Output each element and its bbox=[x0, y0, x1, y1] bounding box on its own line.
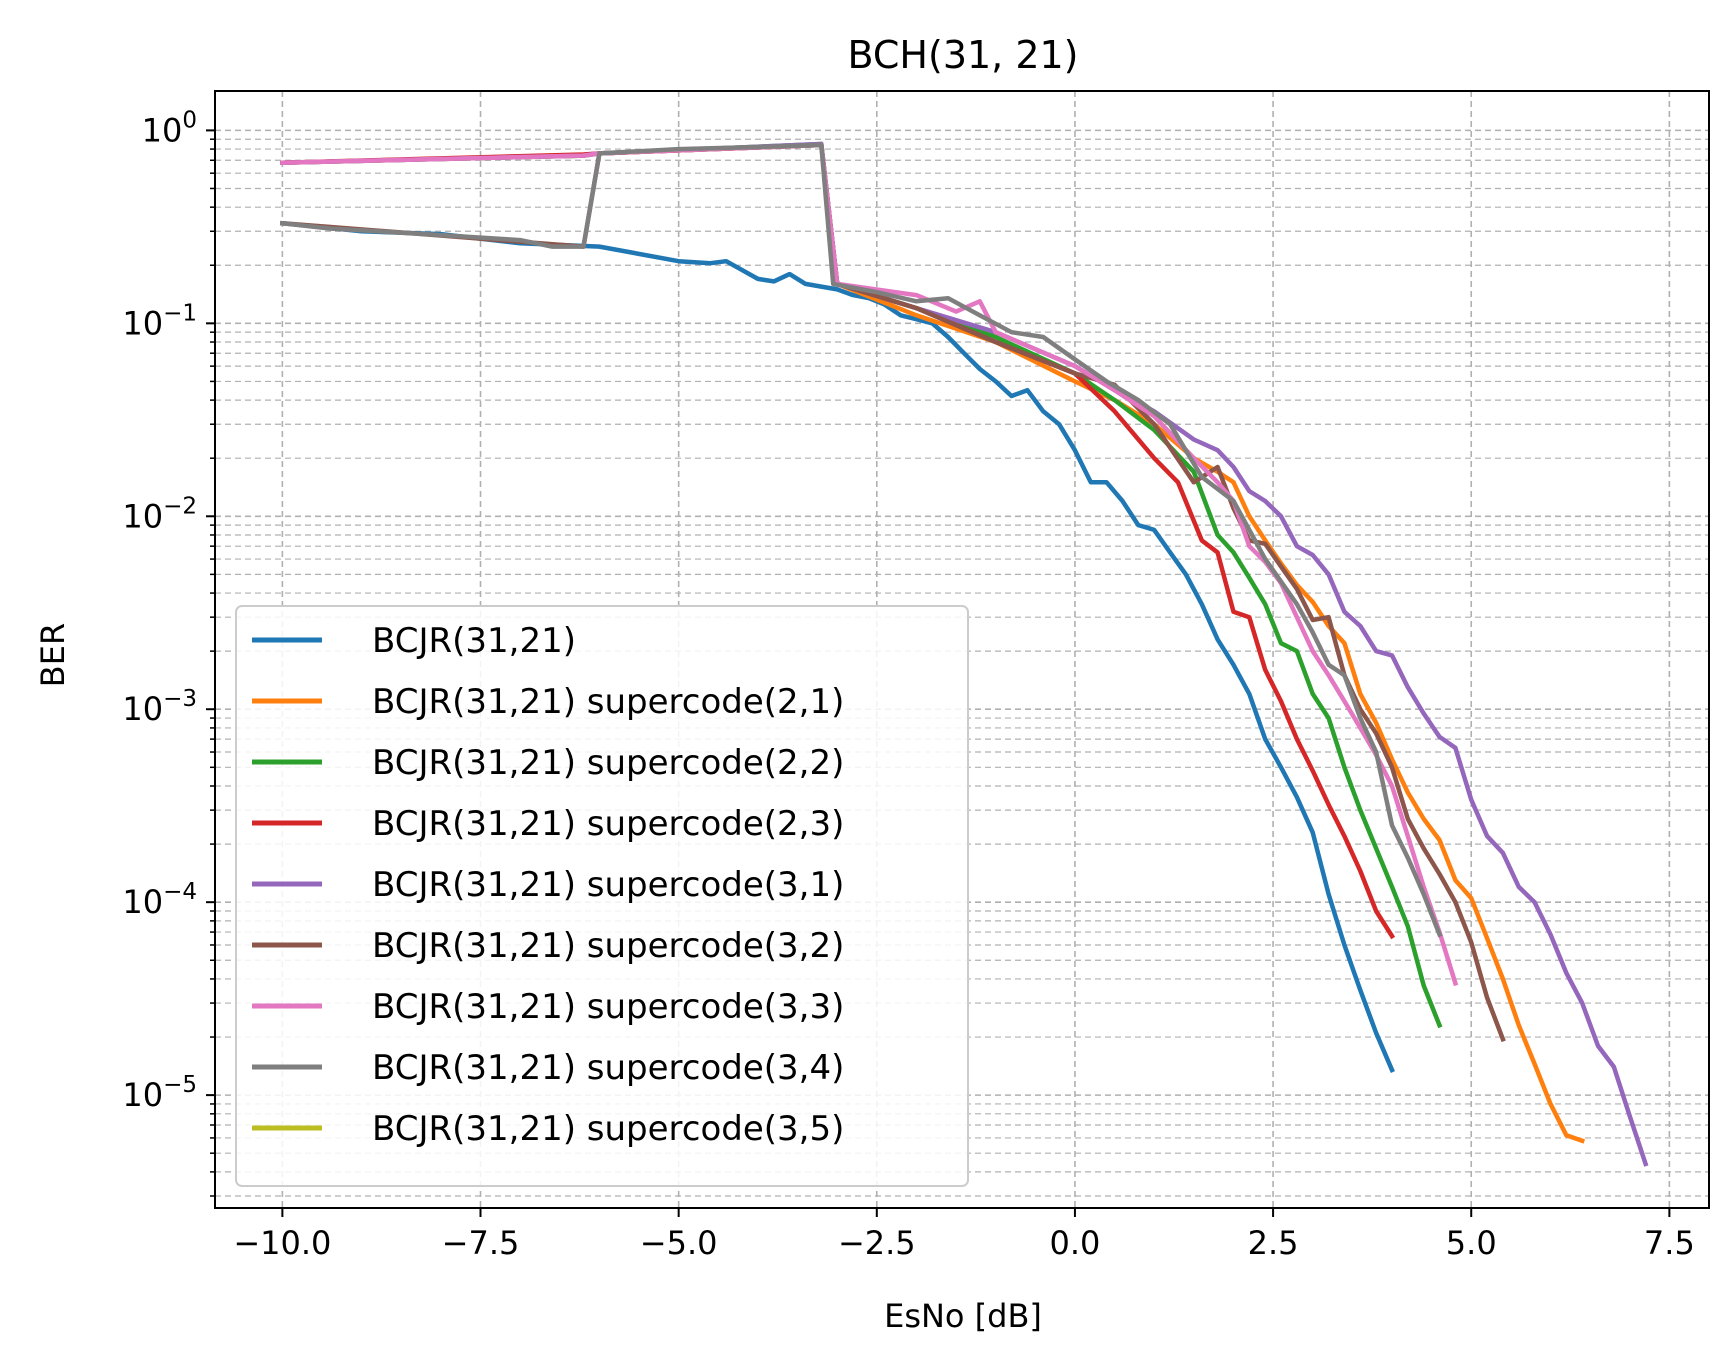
legend-label: BCJR(31,21) supercode(2,1) bbox=[372, 682, 844, 722]
y-tick-label: 100 bbox=[142, 107, 197, 149]
legend-label: BCJR(31,21) supercode(3,1) bbox=[372, 865, 844, 905]
legend-label: BCJR(31,21) supercode(3,3) bbox=[372, 987, 844, 1027]
legend-label: BCJR(31,21) supercode(2,3) bbox=[372, 804, 844, 844]
chart-title: BCH(31, 21) bbox=[847, 33, 1078, 77]
y-tick-label: 10−1 bbox=[122, 300, 197, 342]
series-line-6 bbox=[279, 142, 1506, 1043]
y-tick-label: 10−3 bbox=[122, 686, 197, 728]
x-tick-label: 0.0 bbox=[1049, 1224, 1100, 1262]
x-tick-label: −2.5 bbox=[838, 1224, 916, 1262]
y-tick-label: 10−5 bbox=[122, 1072, 197, 1114]
y-tick-label: 10−2 bbox=[122, 493, 197, 535]
legend-label: BCJR(31,21) supercode(3,2) bbox=[372, 926, 844, 966]
x-tick-label: −5.0 bbox=[640, 1224, 718, 1262]
legend-label: BCJR(31,21) bbox=[372, 621, 576, 661]
legend-label: BCJR(31,21) supercode(3,5) bbox=[372, 1109, 844, 1149]
legend-box bbox=[235, 605, 969, 1187]
legend-label: BCJR(31,21) supercode(2,2) bbox=[372, 743, 844, 783]
y-axis-ticks: 100 10−1 10−2 10−3 10−4 10−5 bbox=[122, 107, 215, 1197]
x-tick-label: 5.0 bbox=[1446, 1224, 1497, 1262]
series-line-8 bbox=[279, 142, 1443, 938]
plot-frame bbox=[214, 90, 1710, 1209]
x-tick-label: 7.5 bbox=[1644, 1224, 1695, 1262]
x-tick-label: −7.5 bbox=[442, 1224, 520, 1262]
y-axis-label: BER bbox=[34, 623, 72, 687]
x-tick-label: −10.0 bbox=[233, 1224, 331, 1262]
series-lines bbox=[279, 141, 1649, 1167]
x-axis-ticks: −10.0 −7.5 −5.0 −2.5 0.0 2.5 5.0 7.5 bbox=[233, 1208, 1695, 1262]
legend: BCJR(31,21) BCJR(31,21) supercode(2,1) BCJ… bbox=[235, 605, 969, 1187]
legend-label: BCJR(31,21) supercode(3,4) bbox=[372, 1048, 844, 1088]
x-tick-label: 2.5 bbox=[1248, 1224, 1299, 1262]
x-axis-label: EsNo [dB] bbox=[884, 1297, 1042, 1335]
y-tick-label: 10−4 bbox=[122, 879, 197, 921]
series-line-1 bbox=[279, 220, 1395, 1073]
